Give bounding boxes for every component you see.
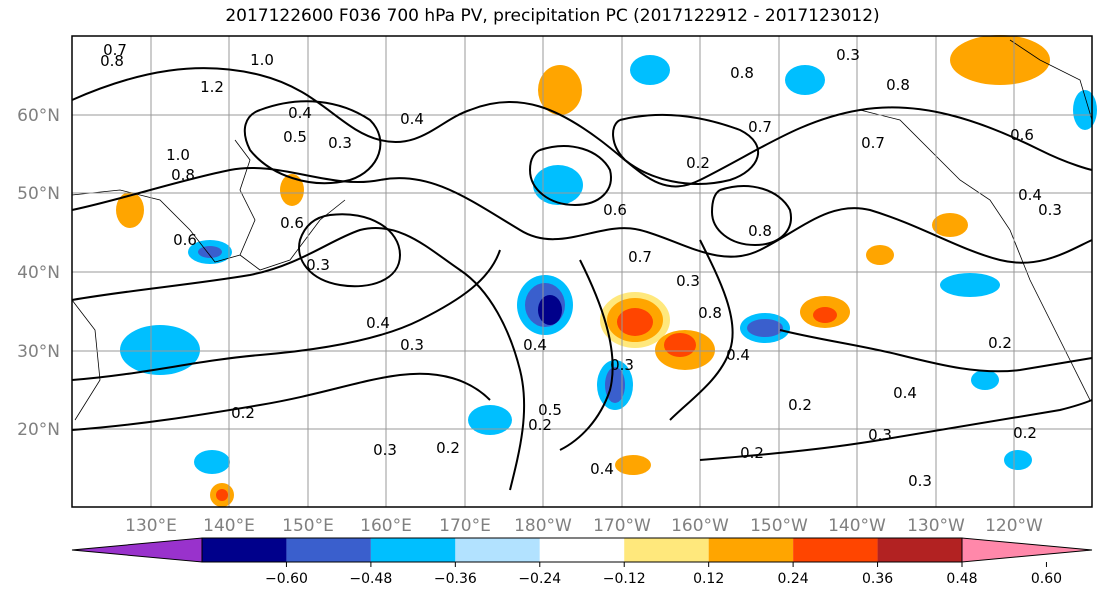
- lon-label-140w: 140°W: [828, 516, 886, 536]
- contour-label: 0.2: [988, 334, 1012, 352]
- contour-label: 0.6: [603, 201, 627, 219]
- contour-label: 1.0: [250, 51, 274, 69]
- map-frame: [71, 35, 1093, 508]
- lat-label-30: 30°N: [17, 342, 60, 362]
- colorbar-cell: [202, 538, 287, 562]
- lon-label-160w: 160°W: [671, 516, 729, 536]
- contour-label: 0.3: [610, 356, 634, 374]
- contour-label: 0.4: [366, 314, 390, 332]
- contour-label: 0.8: [730, 64, 754, 82]
- contour-labels: 0.70.81.21.00.40.5 0.31.00.80.60.60.30.40…: [100, 41, 1062, 490]
- contour-label: 0.3: [908, 472, 932, 490]
- contour-label: 0.7: [103, 41, 127, 59]
- contour-label: 0.3: [868, 426, 892, 444]
- map-title: 2017122600 F036 700 hPa PV, precipitatio…: [225, 6, 880, 26]
- colorbar-tick-label: 0.24: [778, 571, 809, 587]
- lat-label-20: 20°N: [17, 420, 60, 440]
- contour-label: 0.2: [740, 444, 764, 462]
- contour-label: 0.3: [676, 272, 700, 290]
- contour-label: 0.8: [748, 222, 772, 240]
- colorbar-tick-label: 0.36: [862, 571, 893, 587]
- lon-label-130w: 130°W: [907, 516, 965, 536]
- colorbar-tick-label: −0.36: [434, 571, 477, 587]
- contour-label: 0.5: [538, 401, 562, 419]
- contour-label: 0.3: [328, 134, 352, 152]
- colorbar-tick-label: −0.12: [603, 571, 646, 587]
- colorbar-extend-low: [71, 537, 203, 563]
- contour-label: 0.2: [1013, 424, 1037, 442]
- contour-label: 0.4: [893, 384, 917, 402]
- lon-label-150e: 150°E: [282, 516, 334, 536]
- lon-label-120w: 120°W: [985, 516, 1043, 536]
- lon-label-140e: 140°E: [203, 516, 255, 536]
- contour-label: 0.4: [1018, 186, 1042, 204]
- contour-label: 0.4: [400, 110, 424, 128]
- colorbar-cell: [539, 538, 625, 562]
- colorbar-cell: [877, 538, 962, 562]
- contour-label: 0.6: [173, 231, 197, 249]
- contour-label: 0.8: [886, 76, 910, 94]
- contour-label: 0.8: [171, 166, 195, 184]
- lon-label-130e: 130°E: [125, 516, 177, 536]
- contour-label: 0.2: [686, 154, 710, 172]
- lon-label-160e: 160°E: [360, 516, 412, 536]
- colorbar-tick-label: 0.12: [693, 571, 724, 587]
- contour-label: 0.3: [836, 46, 860, 64]
- colorbar-cell: [286, 538, 371, 562]
- contour-label: 0.4: [523, 336, 547, 354]
- contour-label: 0.8: [100, 52, 124, 70]
- colorbar-cell: [793, 538, 878, 562]
- contour-label: 0.7: [628, 248, 652, 266]
- colorbar-extend-high: [961, 537, 1093, 563]
- colorbar-cell: [455, 538, 540, 562]
- longitude-labels: 130°E 140°E 150°E 160°E 170°E 180°W 170°…: [125, 516, 1043, 536]
- contour-label: 0.3: [373, 441, 397, 459]
- contour-label: 0.3: [400, 336, 424, 354]
- contour-label: 0.8: [698, 304, 722, 322]
- colorbar-cell: [708, 538, 794, 562]
- colorbar-tick-label: −0.60: [265, 571, 308, 587]
- contour-label: 0.4: [288, 104, 312, 122]
- lon-label-180w: 180°W: [514, 516, 572, 536]
- contour-label: 0.6: [1010, 126, 1034, 144]
- colorbar: −0.60 −0.48 −0.36 −0.24 −0.12 0.12 0.24 0.36 0.4…: [71, 537, 1093, 587]
- contour-label: 0.3: [1038, 201, 1062, 219]
- coastlines: [71, 39, 1093, 421]
- pv-contours: [71, 67, 1093, 491]
- contour-label: 0.6: [280, 214, 304, 232]
- lat-label-50: 50°N: [17, 184, 60, 204]
- contour-label: 0.3: [306, 256, 330, 274]
- contour-label: 0.2: [436, 439, 460, 457]
- contour-label: 1.0: [166, 146, 190, 164]
- contour-label: 0.4: [590, 460, 614, 478]
- contour-label: 1.2: [200, 78, 224, 96]
- contour-label: 0.7: [748, 118, 772, 136]
- latitude-labels: 60°N 50°N 40°N 30°N 20°N: [17, 106, 60, 440]
- contour-label: 0.7: [861, 134, 885, 152]
- lon-label-170w: 170°W: [593, 516, 651, 536]
- colorbar-tick-label: −0.24: [518, 571, 561, 587]
- colorbar-cell: [370, 538, 456, 562]
- colorbar-tick-label: 0.60: [1031, 571, 1062, 587]
- colorbar-cell: [624, 538, 709, 562]
- lon-label-170e: 170°E: [439, 516, 491, 536]
- contour-label: 0.2: [528, 416, 552, 434]
- contour-label: 0.5: [283, 128, 307, 146]
- graticule: [72, 36, 1092, 507]
- colorbar-tick-label: 0.48: [946, 571, 977, 587]
- contour-label: 0.2: [231, 404, 255, 422]
- lat-label-60: 60°N: [17, 106, 60, 126]
- lon-label-150w: 150°W: [750, 516, 808, 536]
- lat-label-40: 40°N: [17, 263, 60, 283]
- colorbar-tick-label: −0.48: [349, 571, 392, 587]
- contour-label: 0.2: [788, 396, 812, 414]
- contour-label: 0.4: [726, 346, 750, 364]
